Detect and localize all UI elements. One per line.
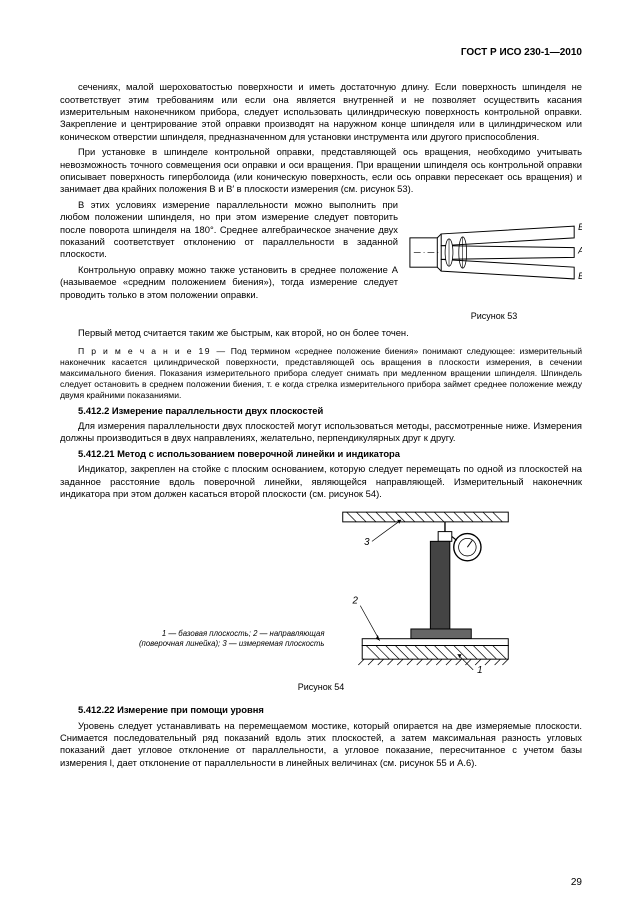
figure-54-legend: 1 — базовая плоскость; 2 — направляющая … xyxy=(125,629,333,676)
section-title: Измерение при помощи уровня xyxy=(117,704,264,715)
figure-54-caption: Рисунок 54 xyxy=(60,682,582,694)
section-number: 5.412.2 xyxy=(78,405,112,416)
paragraph: сечениях, малой шероховатостью поверхнос… xyxy=(60,81,582,143)
svg-text:1: 1 xyxy=(477,665,482,676)
figure-53-svg: B A B′ xyxy=(406,201,582,306)
section-number: 5.412.21 xyxy=(78,448,117,459)
paragraph: При установке в шпинделе контрольной опр… xyxy=(60,146,582,196)
figure-54-svg: 3 xyxy=(333,506,518,676)
svg-text:B: B xyxy=(578,222,582,232)
page-number: 29 xyxy=(571,876,582,889)
svg-text:B′: B′ xyxy=(578,271,582,281)
section-title: Измерение параллельности двух плоскостей xyxy=(112,405,323,416)
svg-text:A: A xyxy=(577,245,582,255)
paragraph: Первый метод считается таким же быстрым,… xyxy=(60,327,582,339)
note-19: П р и м е ч а н и е 19 — Под термином «с… xyxy=(60,346,582,401)
doc-header: ГОСТ Р ИСО 230-1—2010 xyxy=(60,46,582,59)
paragraph: Уровень следует устанавливать на перемещ… xyxy=(60,720,582,770)
figure-54: 1 — базовая плоскость; 2 — направляющая … xyxy=(60,506,582,676)
paragraph: Индикатор, закреплен на стойке с плоским… xyxy=(60,463,582,500)
paragraph: Для измерения параллельности двух плоско… xyxy=(60,420,582,445)
note-label: П р и м е ч а н и е 19 — xyxy=(78,346,227,356)
section-title: Метод с использованием поверочной линейк… xyxy=(117,448,400,459)
svg-text:2: 2 xyxy=(351,596,358,607)
figure-53-caption: Рисунок 53 xyxy=(406,311,582,323)
section-heading: 5.412.2 Измерение параллельности двух пл… xyxy=(60,405,582,417)
section-number: 5.412.22 xyxy=(78,704,117,715)
svg-text:3: 3 xyxy=(364,538,370,549)
section-heading: 5.412.21 Метод с использованием поверочн… xyxy=(60,448,582,460)
page: ГОСТ Р ИСО 230-1—2010 сечениях, малой ше… xyxy=(0,0,630,913)
section-heading: 5.412.22 Измерение при помощи уровня xyxy=(60,704,582,716)
figure-53: B A B′ Рисунок 53 xyxy=(406,201,582,323)
